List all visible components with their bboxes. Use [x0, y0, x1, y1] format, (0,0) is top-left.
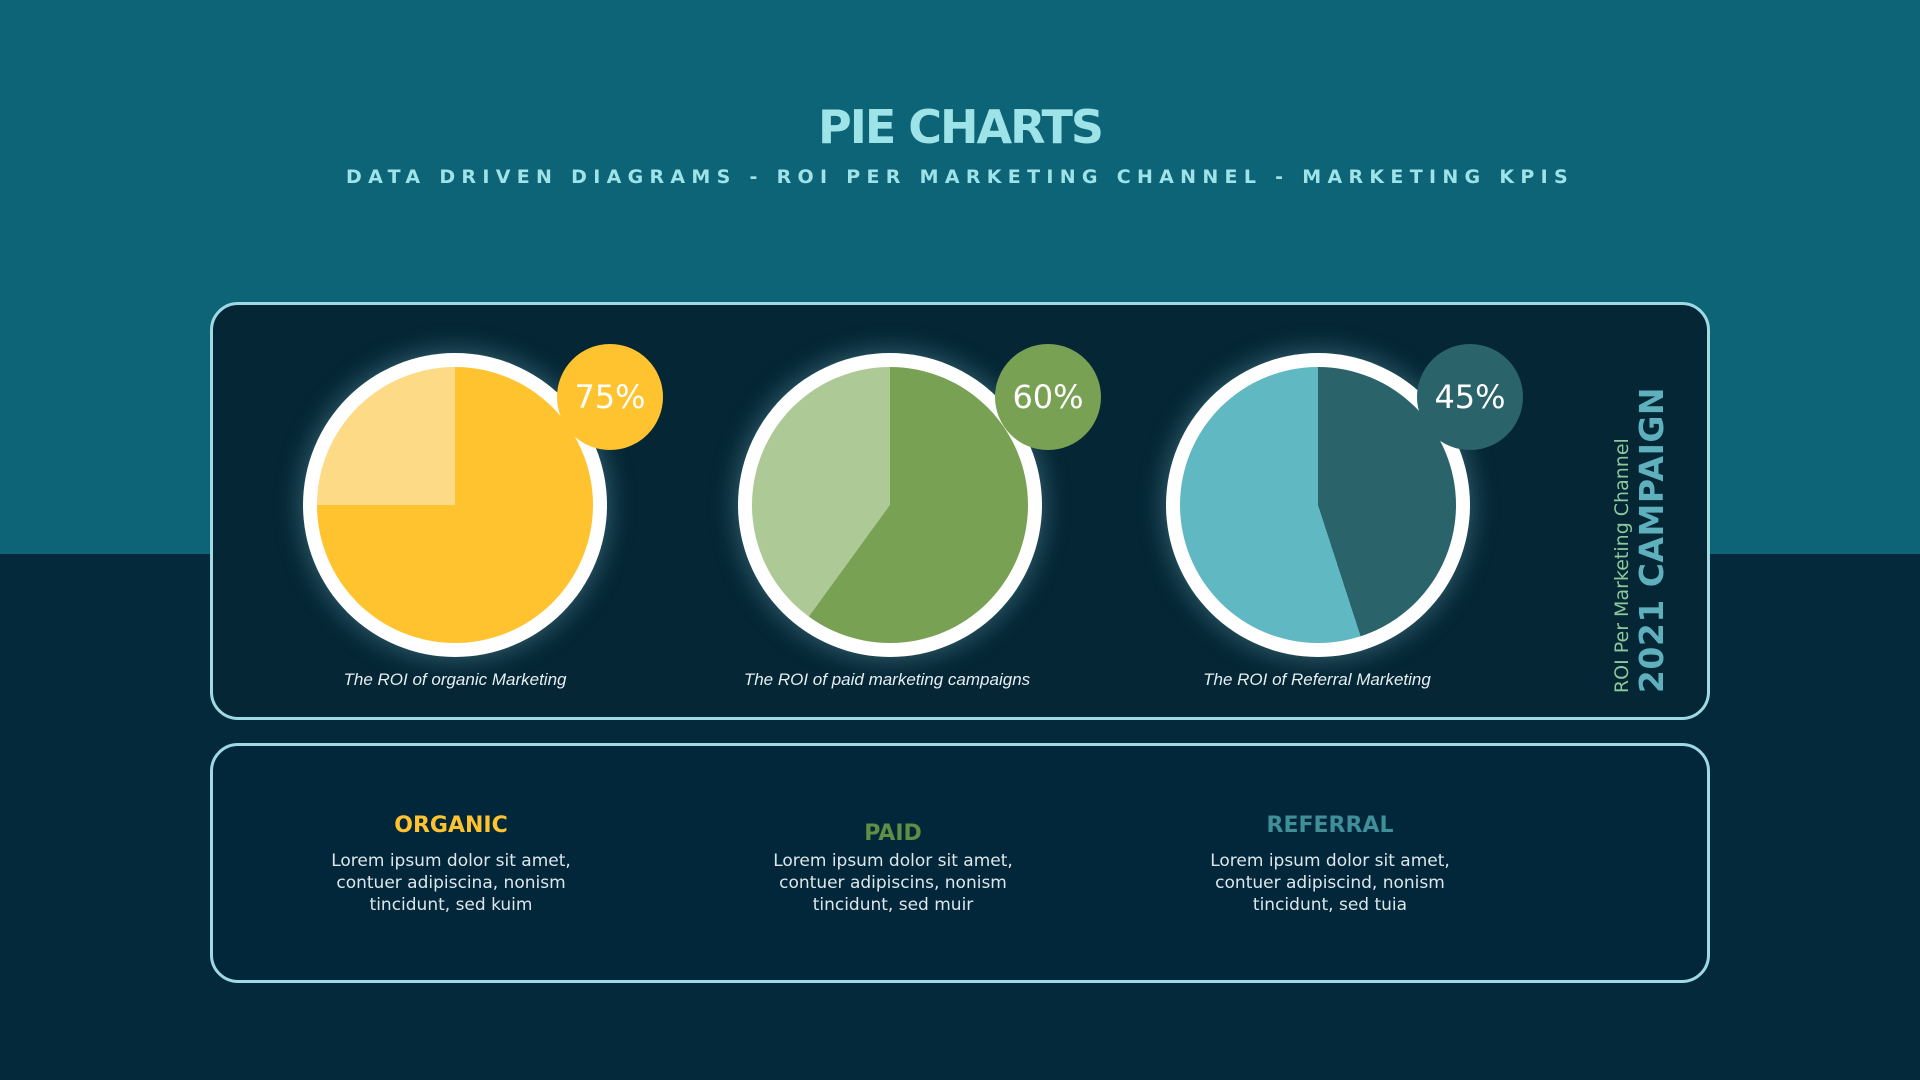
percent-badge-organic: 75% — [557, 344, 663, 450]
caption-organic: The ROI of organic Marketing — [343, 670, 567, 689]
description-line: tincidunt, sed kuim — [369, 895, 533, 915]
channel-title-paid: PAID — [864, 821, 922, 846]
description-line: tincidunt, sed tuia — [1252, 895, 1408, 915]
pie-chart-paid — [738, 353, 1042, 657]
description-line: contuer adipiscins, nonism — [779, 873, 1007, 893]
channel-title-referral: REFERRAL — [1266, 813, 1394, 838]
pie-chart-organic — [303, 353, 607, 657]
percent-badge-referral: 45% — [1417, 344, 1523, 450]
description-line: contuer adipiscina, nonism — [336, 873, 566, 893]
caption-paid: The ROI of paid marketing campaigns — [743, 670, 1031, 689]
percent-badge-paid: 60% — [995, 344, 1101, 450]
pie-referral — [1180, 367, 1456, 643]
side-label: ROI Per Marketing Channel 2021 CAMPAIGN — [1590, 386, 1690, 694]
channel-description-referral: Lorem ipsum dolor sit amet, contuer adip… — [1130, 850, 1530, 916]
caption-referral: The ROI of Referral Marketing — [1203, 670, 1431, 689]
description-line: Lorem ipsum dolor sit amet, — [331, 851, 571, 871]
channel-organic: ORGANIC Lorem ipsum dolor sit amet, cont… — [251, 813, 651, 916]
description-line: Lorem ipsum dolor sit amet, — [773, 851, 1013, 871]
channel-description-organic: Lorem ipsum dolor sit amet, contuer adip… — [251, 850, 651, 916]
description-line: Lorem ipsum dolor sit amet, — [1210, 851, 1450, 871]
pie-organic — [317, 367, 593, 643]
channel-title-organic: ORGANIC — [394, 813, 508, 838]
channel-paid: PAID Lorem ipsum dolor sit amet, contuer… — [693, 821, 1093, 916]
description-line: tincidunt, sed muir — [812, 895, 974, 915]
description-line: contuer adipiscind, nonism — [1215, 873, 1445, 893]
channel-description-paid: Lorem ipsum dolor sit amet, contuer adip… — [693, 850, 1093, 916]
page-title: PIE CHARTS — [818, 100, 1104, 154]
channel-referral: REFERRAL Lorem ipsum dolor sit amet, con… — [1130, 813, 1530, 916]
side-label-title: 2021 CAMPAIGN — [1632, 386, 1671, 694]
side-label-subtitle: ROI Per Marketing Channel — [1611, 438, 1633, 694]
pie-paid — [752, 367, 1028, 643]
page-subtitle: DATA DRIVEN DIAGRAMS - ROI PER MARKETING… — [346, 166, 1574, 188]
descriptions-panel — [210, 743, 1710, 983]
